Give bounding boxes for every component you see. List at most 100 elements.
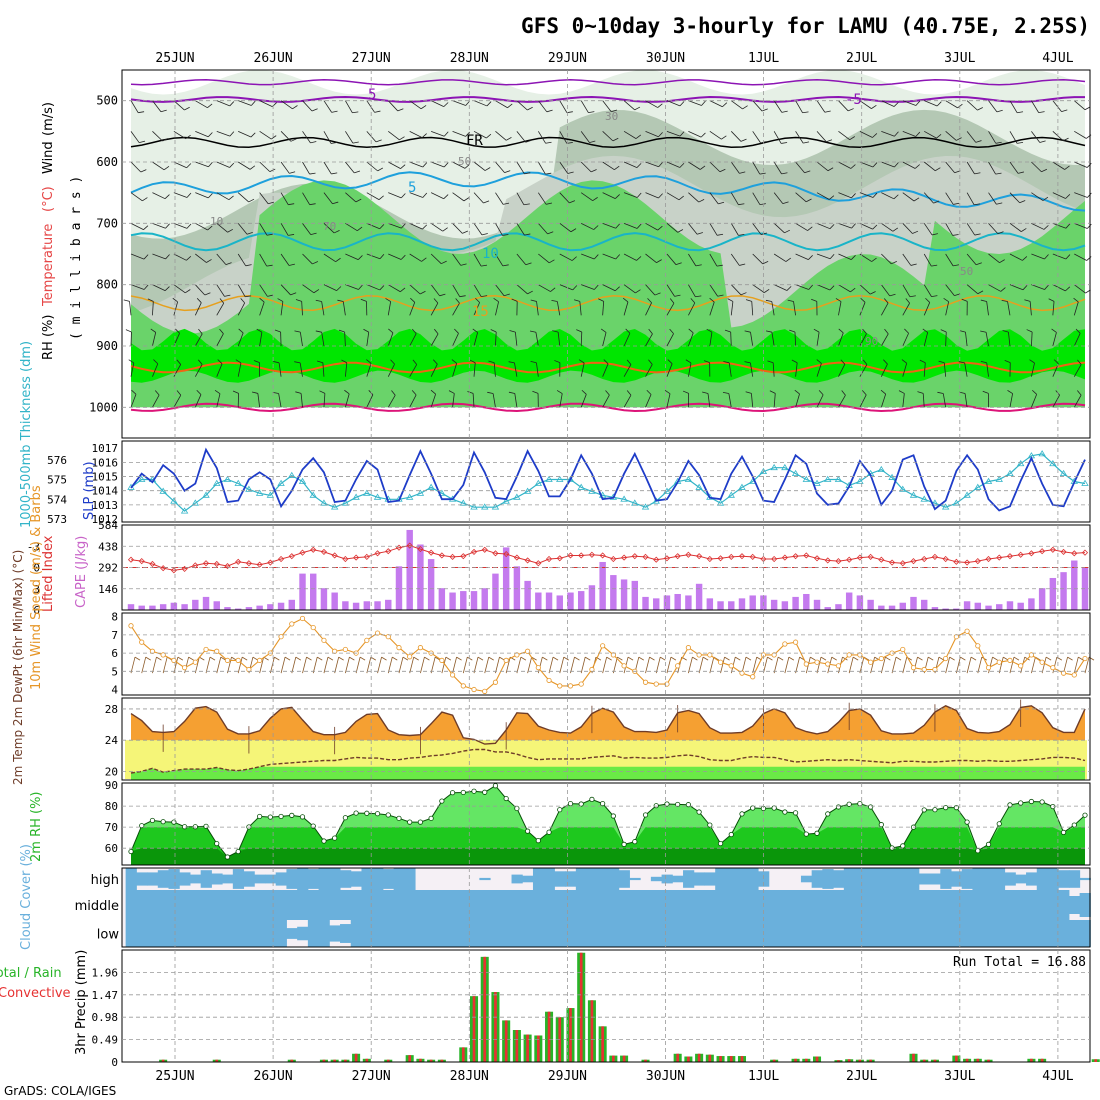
wind-barb xyxy=(130,100,139,113)
rh2m-line-point xyxy=(374,811,381,817)
cape-bar xyxy=(149,605,156,610)
wind-barb xyxy=(881,192,895,200)
wind-barb-10m-flag xyxy=(649,656,655,661)
wind-barb xyxy=(366,222,380,230)
precip-convective-bar xyxy=(869,1059,872,1062)
wind-barb xyxy=(152,161,165,171)
wind-barb-flag xyxy=(248,198,255,203)
cloud-bar-high xyxy=(972,868,984,890)
wind-barb xyxy=(559,192,570,204)
wind-barb-flag xyxy=(611,109,618,113)
wind-barb-10m-flag xyxy=(702,656,709,661)
wind-barb-flag xyxy=(355,198,362,203)
wind-barb-flag xyxy=(697,232,703,235)
wind-barb xyxy=(923,362,926,377)
rh2m-line-point xyxy=(642,812,649,818)
wind-barb-flag xyxy=(636,223,642,229)
wind-barb-flag xyxy=(554,360,561,364)
cape-ylabel: CAPE (J/kg) xyxy=(74,536,89,608)
wind-barb-flag xyxy=(332,201,339,205)
cloud-bar-high xyxy=(479,877,491,881)
wind-speed-line-point xyxy=(910,665,917,671)
wind-barb-10m xyxy=(312,657,318,674)
wind-barb-flag xyxy=(1086,162,1092,168)
wind-barb xyxy=(666,284,675,297)
wind-barb-10m xyxy=(666,657,672,674)
wind-barb-10m-flag xyxy=(199,656,205,661)
wind-barb-flag xyxy=(315,330,322,333)
cloud-bar-high xyxy=(940,869,952,889)
cloud-bar-high xyxy=(307,869,320,889)
wind-barb-flag xyxy=(851,193,856,199)
wind-barb xyxy=(216,192,230,201)
dew-low-area xyxy=(131,766,1085,780)
wind-barb-flag xyxy=(251,391,258,394)
wind-barb xyxy=(366,332,370,347)
precip-convective-bar xyxy=(933,1059,937,1062)
cloud-bar-middle xyxy=(833,890,845,920)
cloud-bar-middle xyxy=(490,890,502,920)
wind-barb xyxy=(966,131,977,143)
lifted-index-point xyxy=(1081,549,1089,556)
wind-barb-flag xyxy=(385,298,391,302)
wind-barb xyxy=(387,301,392,316)
cloud-bar-middle xyxy=(125,890,137,920)
cape-bar xyxy=(856,595,864,610)
wind-barb-flag xyxy=(454,328,459,334)
cloud-bar-high xyxy=(125,868,137,890)
cloud-bar-middle xyxy=(672,890,684,920)
cloud-bar-low xyxy=(908,920,920,947)
wind-barb-flag xyxy=(312,261,319,265)
wind-barb xyxy=(902,192,915,202)
wind-barb xyxy=(345,284,359,290)
wind-barb-flag xyxy=(422,192,428,198)
wind-barb-flag xyxy=(315,299,322,302)
thickness-line-point xyxy=(277,479,285,486)
wind-barb-flag xyxy=(341,359,347,364)
wind-speed-line-point xyxy=(471,686,477,693)
wind-barb xyxy=(1031,100,1040,113)
wind-speed-line-point xyxy=(257,657,263,663)
thickness-line-point xyxy=(577,483,585,490)
cape-bar xyxy=(567,592,574,610)
rh-contour-label: 50 xyxy=(960,265,973,278)
wind-barb xyxy=(259,253,267,267)
wind-barb-10m xyxy=(1073,657,1079,674)
cloud-bar-middle xyxy=(983,890,995,920)
wind-barb xyxy=(129,301,132,316)
wind-barb-flag xyxy=(581,389,587,395)
temp-contour-5 xyxy=(130,171,1086,212)
cloud-bar-middle xyxy=(629,890,641,920)
cape-bar xyxy=(395,566,403,610)
rh2m-line-point xyxy=(492,783,499,789)
wind-barb xyxy=(1074,284,1086,294)
precip-tick-label: 1.47 xyxy=(92,989,119,1002)
wind-barb xyxy=(966,284,979,295)
wind-barb-flag xyxy=(441,260,447,265)
li-tick-label: 3 xyxy=(33,583,40,596)
lifted-index-point xyxy=(278,555,285,563)
thickness-line-point xyxy=(202,491,210,498)
wind-barb xyxy=(988,223,999,235)
wind-barb-flag xyxy=(664,389,671,395)
wind-barb xyxy=(923,302,931,316)
wind-barb xyxy=(1074,253,1087,261)
date-label-bottom: 25JUN xyxy=(155,1069,194,1084)
wind-barb xyxy=(430,393,437,408)
wind-tick-label: 7 xyxy=(111,629,118,642)
precip-convective-bar xyxy=(729,1056,733,1062)
wind-barb-10m xyxy=(880,657,886,674)
wind-barb-10m xyxy=(152,657,157,674)
cloud-bar-low xyxy=(307,920,320,947)
wind-barb-flag xyxy=(274,329,281,333)
wind-barb xyxy=(259,100,273,108)
wind-barb xyxy=(195,284,206,296)
lifted-index-point xyxy=(1049,546,1056,553)
wind-barb-10m-flag xyxy=(434,656,441,661)
cloud-bar-middle xyxy=(264,890,277,920)
wind-barb-flag xyxy=(919,359,926,364)
wind-barb xyxy=(388,131,400,141)
thickness-line-point xyxy=(770,463,778,471)
wind-speed-line-point xyxy=(310,624,316,631)
